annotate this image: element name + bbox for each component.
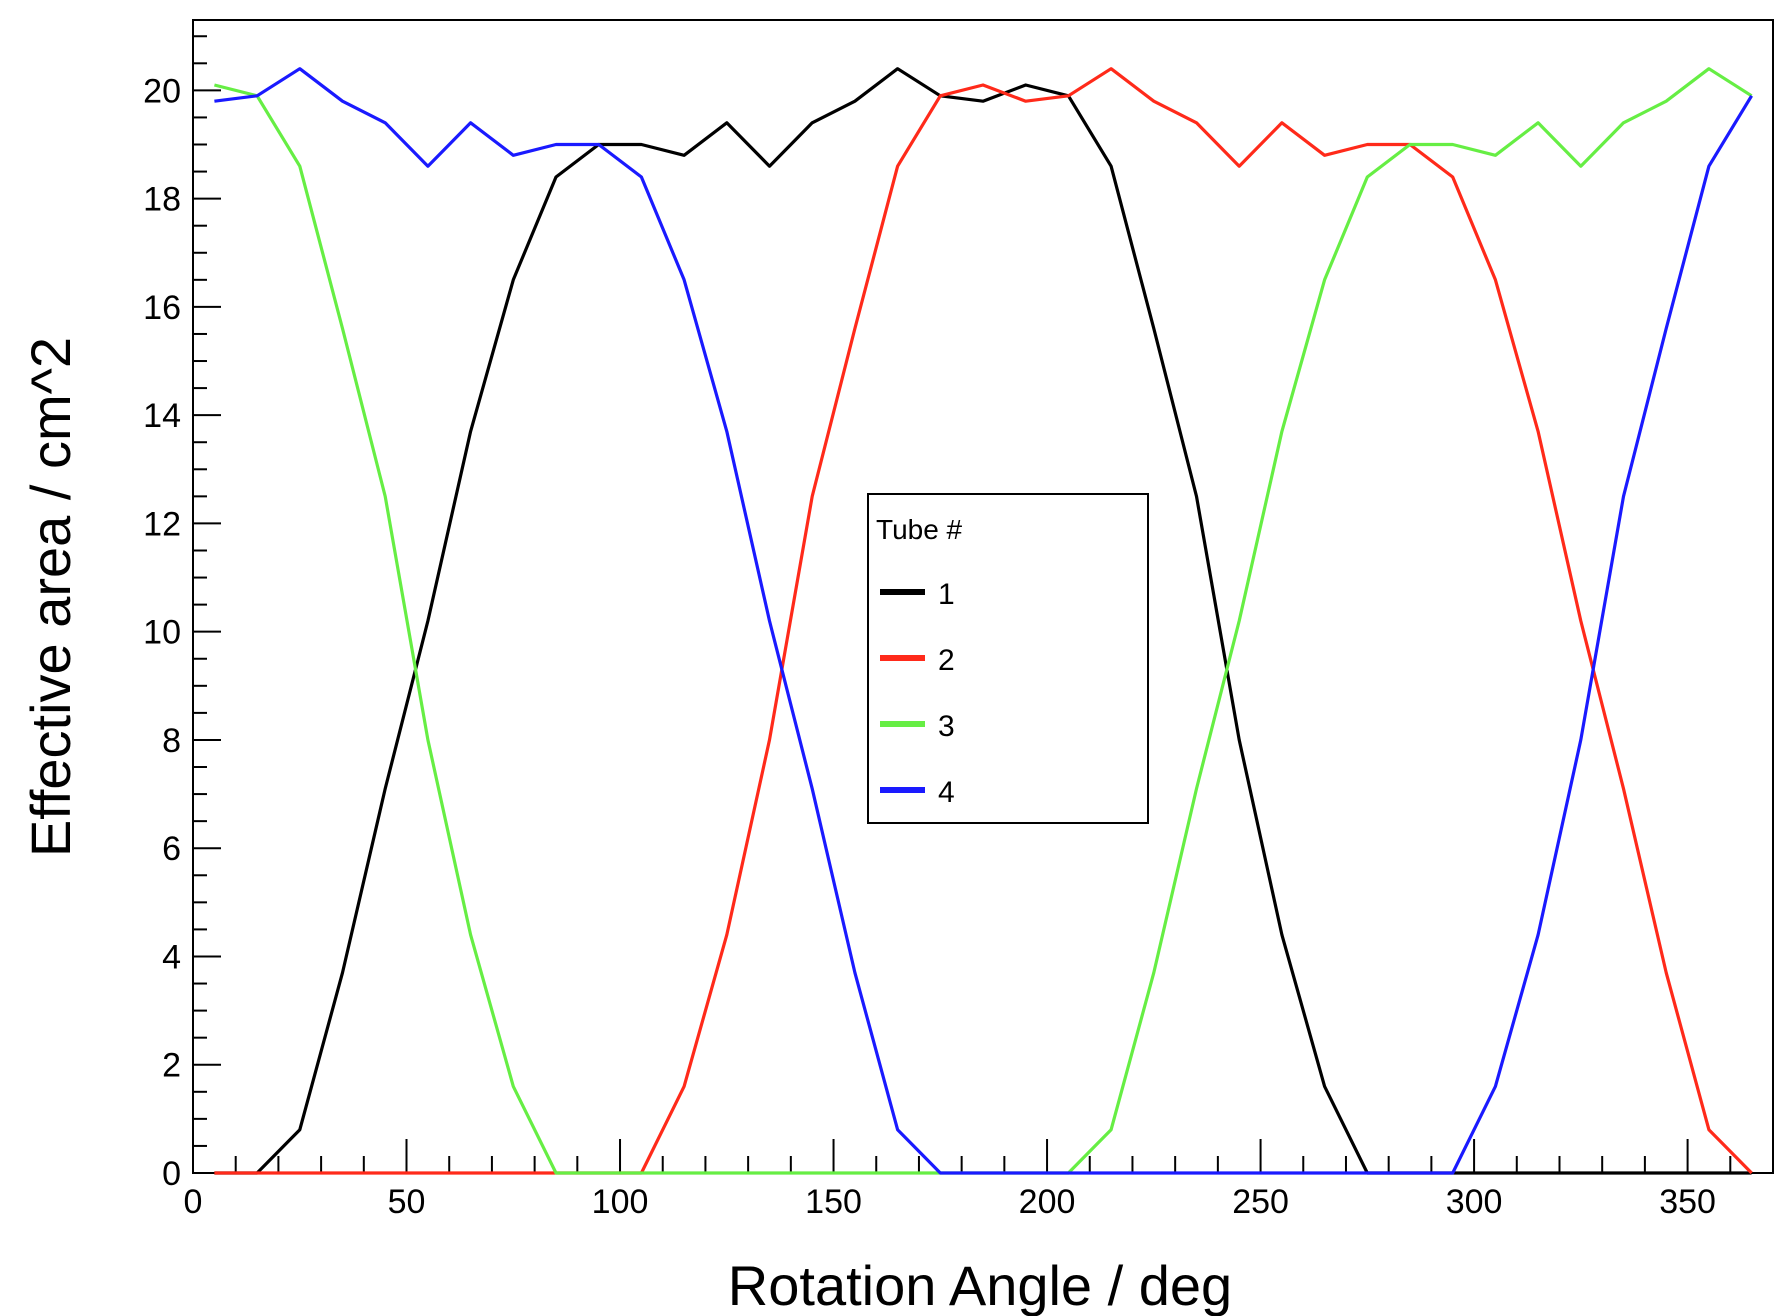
y-tick-label: 2 [162,1047,181,1085]
series-line-2 [214,67,1753,1175]
x-tick-label: 200 [1019,1183,1076,1221]
legend-label-2: 2 [938,644,955,677]
y-tick-label: 18 [143,181,181,219]
y-tick-label: 14 [143,397,181,435]
y-tick-label: 6 [162,830,181,868]
y-tick-label: 16 [143,289,181,327]
x-tick-label: 100 [592,1183,649,1221]
x-axis-title: Rotation Angle / deg [728,1254,1232,1316]
x-tick-label: 50 [388,1183,426,1221]
y-tick-label: 0 [162,1155,181,1193]
y-tick-label: 12 [143,505,181,543]
series-line-4 [214,67,1753,1175]
x-axis: 0 50 100 150 200 250 300 350 [184,1139,1774,1221]
legend-label-1: 1 [938,578,955,611]
y-axis-title: Effective area / cm^2 [19,337,82,857]
series-lines [214,67,1753,1175]
legend: Tube # 1 2 3 4 [867,493,1149,824]
series-line-1 [214,67,1752,1175]
legend-title: Tube # [876,514,963,545]
y-tick-label: 4 [162,938,181,976]
x-tick-label: 300 [1446,1183,1503,1221]
y-axis: 0 2 4 6 8 10 12 14 16 18 20 [143,35,221,1193]
x-tick-label: 0 [184,1183,203,1221]
legend-label-4: 4 [938,776,955,809]
x-tick-label: 250 [1232,1183,1289,1221]
x-tick-label: 150 [805,1183,862,1221]
y-tick-label: 20 [143,72,181,110]
y-tick-label: 8 [162,722,181,760]
x-tick-label: 350 [1659,1183,1716,1221]
y-tick-label: 10 [143,614,181,652]
legend-label-3: 3 [938,710,955,743]
